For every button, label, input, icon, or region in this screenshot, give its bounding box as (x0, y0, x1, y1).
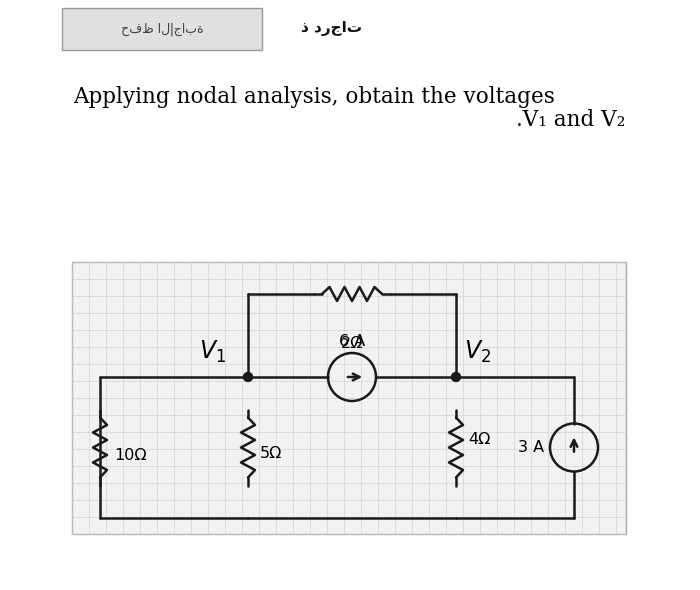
Bar (72, 262, 626, 534)
Text: $V_2$: $V_2$ (464, 339, 491, 365)
Text: 5Ω: 5Ω (260, 446, 282, 461)
Text: 6 A: 6 A (339, 334, 365, 349)
Circle shape (244, 372, 253, 382)
FancyBboxPatch shape (62, 8, 262, 50)
Text: 4Ω: 4Ω (468, 432, 491, 447)
Text: .V₁ and V₂: .V₁ and V₂ (516, 109, 625, 131)
Text: 2Ω: 2Ω (341, 336, 363, 351)
Text: حفظ الإجابة: حفظ الإجابة (120, 22, 203, 35)
Text: 3 A: 3 A (518, 440, 544, 455)
Text: Applying nodal analysis, obtain the voltages: Applying nodal analysis, obtain the volt… (73, 86, 555, 108)
Text: 10Ω: 10Ω (114, 448, 146, 463)
Circle shape (452, 372, 461, 382)
Text: ذ درجات: ذ درجات (302, 21, 363, 37)
Text: $V_1$: $V_1$ (199, 339, 226, 365)
